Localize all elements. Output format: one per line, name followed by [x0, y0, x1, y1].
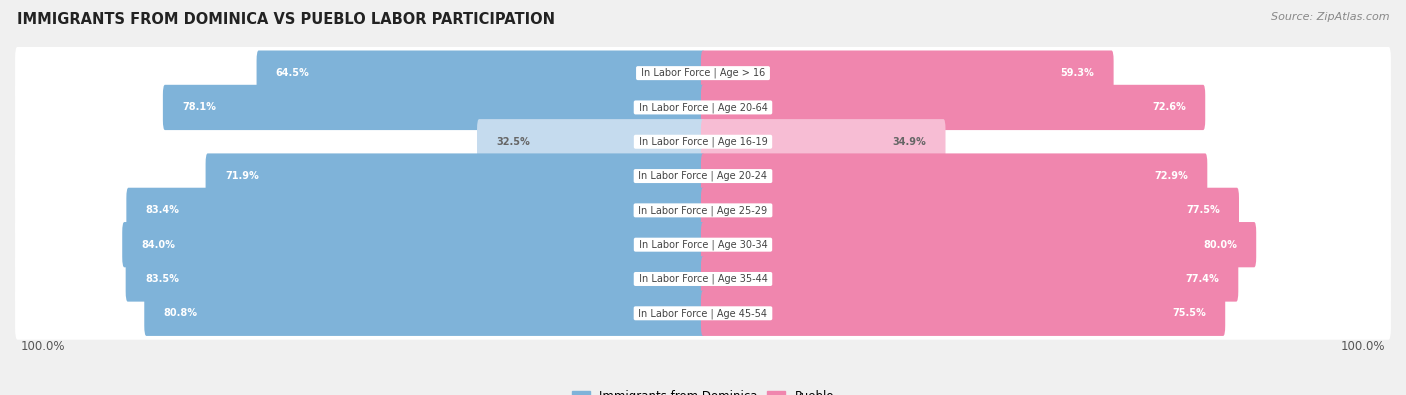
Text: In Labor Force | Age 30-34: In Labor Force | Age 30-34: [636, 239, 770, 250]
Text: 77.4%: 77.4%: [1185, 274, 1219, 284]
Text: 32.5%: 32.5%: [496, 137, 530, 147]
FancyBboxPatch shape: [15, 252, 1391, 305]
FancyBboxPatch shape: [702, 222, 1256, 267]
FancyBboxPatch shape: [702, 119, 945, 164]
Text: 84.0%: 84.0%: [142, 240, 176, 250]
Text: 71.9%: 71.9%: [225, 171, 259, 181]
Text: 100.0%: 100.0%: [1340, 340, 1385, 353]
FancyBboxPatch shape: [163, 85, 704, 130]
Text: 72.6%: 72.6%: [1152, 102, 1185, 113]
FancyBboxPatch shape: [15, 287, 1391, 340]
FancyBboxPatch shape: [15, 115, 1391, 168]
FancyBboxPatch shape: [125, 256, 704, 302]
Text: 64.5%: 64.5%: [276, 68, 309, 78]
Text: In Labor Force | Age > 16: In Labor Force | Age > 16: [638, 68, 768, 78]
Text: In Labor Force | Age 35-44: In Labor Force | Age 35-44: [636, 274, 770, 284]
Text: 34.9%: 34.9%: [893, 137, 927, 147]
Text: 75.5%: 75.5%: [1173, 308, 1206, 318]
FancyBboxPatch shape: [145, 291, 704, 336]
Text: In Labor Force | Age 20-64: In Labor Force | Age 20-64: [636, 102, 770, 113]
Text: In Labor Force | Age 16-19: In Labor Force | Age 16-19: [636, 137, 770, 147]
Text: 80.8%: 80.8%: [163, 308, 198, 318]
FancyBboxPatch shape: [702, 51, 1114, 96]
Text: 77.5%: 77.5%: [1185, 205, 1219, 215]
Text: IMMIGRANTS FROM DOMINICA VS PUEBLO LABOR PARTICIPATION: IMMIGRANTS FROM DOMINICA VS PUEBLO LABOR…: [17, 12, 555, 27]
Text: In Labor Force | Age 25-29: In Labor Force | Age 25-29: [636, 205, 770, 216]
FancyBboxPatch shape: [477, 119, 704, 164]
FancyBboxPatch shape: [15, 184, 1391, 237]
Text: 78.1%: 78.1%: [183, 102, 217, 113]
FancyBboxPatch shape: [127, 188, 704, 233]
FancyBboxPatch shape: [15, 218, 1391, 271]
FancyBboxPatch shape: [702, 153, 1208, 199]
Text: 80.0%: 80.0%: [1204, 240, 1237, 250]
Legend: Immigrants from Dominica, Pueblo: Immigrants from Dominica, Pueblo: [568, 385, 838, 395]
FancyBboxPatch shape: [702, 188, 1239, 233]
FancyBboxPatch shape: [702, 256, 1239, 302]
FancyBboxPatch shape: [205, 153, 704, 199]
FancyBboxPatch shape: [15, 150, 1391, 203]
Text: In Labor Force | Age 45-54: In Labor Force | Age 45-54: [636, 308, 770, 318]
Text: In Labor Force | Age 20-24: In Labor Force | Age 20-24: [636, 171, 770, 181]
FancyBboxPatch shape: [122, 222, 704, 267]
Text: 100.0%: 100.0%: [21, 340, 66, 353]
FancyBboxPatch shape: [15, 47, 1391, 100]
Text: Source: ZipAtlas.com: Source: ZipAtlas.com: [1271, 12, 1389, 22]
Text: 72.9%: 72.9%: [1154, 171, 1188, 181]
FancyBboxPatch shape: [15, 81, 1391, 134]
FancyBboxPatch shape: [256, 51, 704, 96]
FancyBboxPatch shape: [702, 291, 1225, 336]
FancyBboxPatch shape: [702, 85, 1205, 130]
Text: 59.3%: 59.3%: [1060, 68, 1094, 78]
Text: 83.5%: 83.5%: [145, 274, 179, 284]
Text: 83.4%: 83.4%: [146, 205, 180, 215]
